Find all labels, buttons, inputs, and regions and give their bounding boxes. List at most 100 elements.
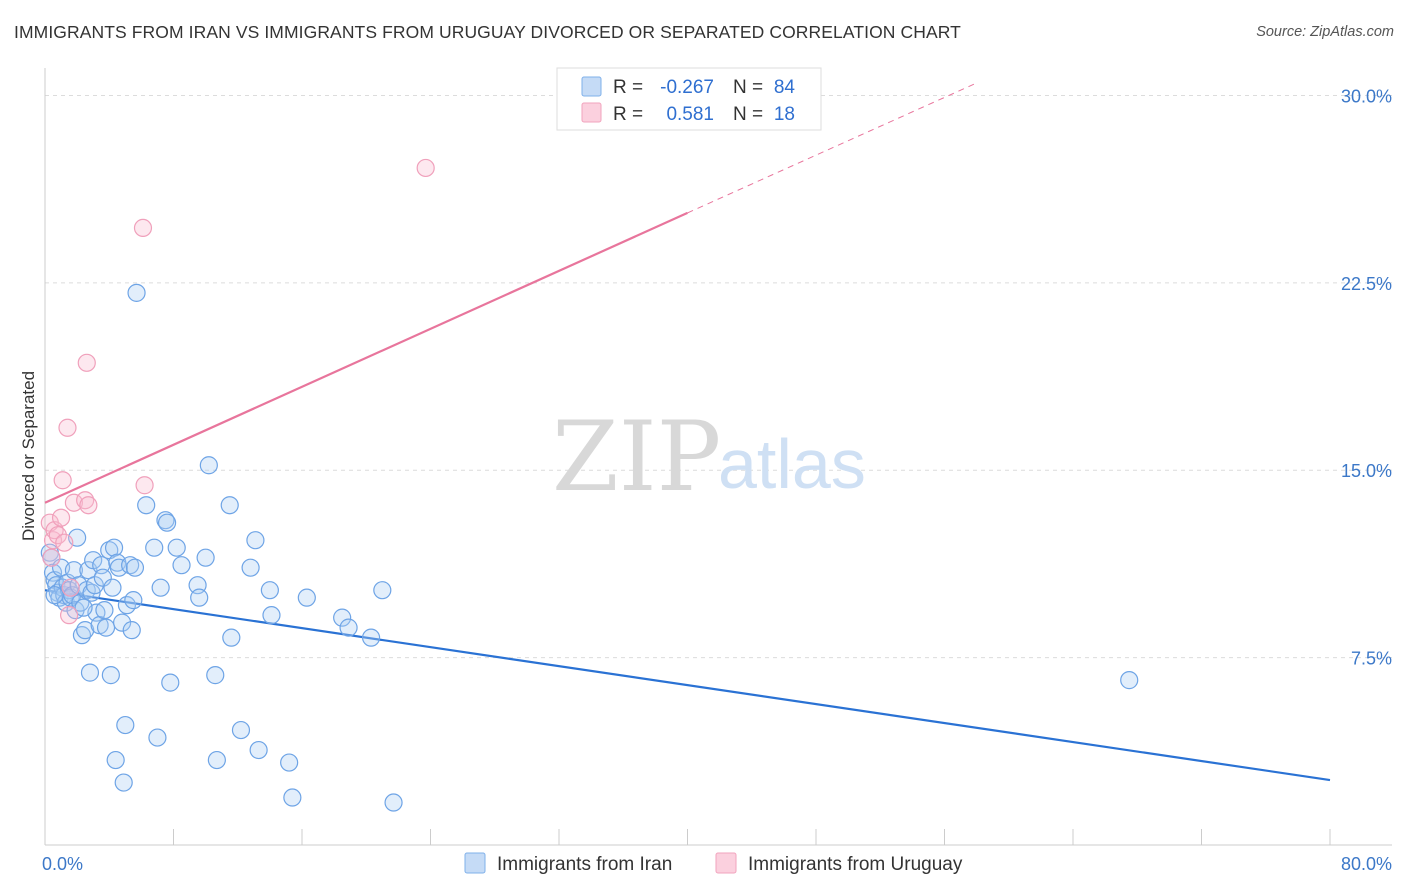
uruguay-point-8: [58, 418, 77, 437]
iran-point-49: [127, 283, 146, 302]
uruguay-point-16: [135, 476, 154, 495]
legend-n-value-iran: 84: [774, 77, 796, 98]
uruguay-point-5: [51, 508, 71, 527]
iran-point-37: [104, 538, 124, 557]
iran-point-75: [297, 588, 316, 607]
uruguay-point-14: [79, 496, 98, 515]
legend-r-label-iran: R =: [613, 77, 643, 98]
iran-point-73: [280, 753, 299, 772]
uruguay-point-7: [55, 533, 74, 552]
iran-point-36: [103, 578, 122, 597]
uruguay-point-9: [59, 606, 79, 625]
iran-point-43: [116, 715, 135, 735]
data-points: [40, 158, 1139, 812]
uruguay-point-10: [61, 578, 80, 597]
bottom-legend-swatch-iran: [464, 852, 486, 874]
iran-point-47: [124, 591, 143, 610]
iran-point-61: [196, 548, 215, 567]
y-tick-label-3: 30.0%: [1341, 86, 1392, 106]
legend-swatch-iran: [581, 76, 602, 97]
iran-point-38: [106, 750, 125, 770]
iran-point-68: [241, 558, 260, 577]
iran-point-79: [373, 581, 392, 600]
iran-point-63: [206, 666, 225, 685]
iran-point-51: [145, 538, 164, 557]
iran-point-81: [1120, 671, 1139, 690]
uruguay-point-6: [53, 471, 72, 490]
iran-point-76: [333, 608, 352, 627]
legend-n-label-iran: N =: [733, 77, 763, 98]
bottom-legend-label-uruguay: Immigrants from Uruguay: [748, 854, 963, 875]
iran-point-64: [207, 750, 226, 770]
y-tick-label-0: 7.5%: [1351, 649, 1392, 669]
uruguay-point-13: [77, 353, 96, 372]
uruguay-point-11: [64, 493, 84, 512]
watermark-atlas: atlas: [718, 425, 866, 503]
iran-point-32: [95, 601, 114, 620]
legend: R = -0.267 N = 84 R = 0.581 N = 18: [556, 67, 822, 131]
iran-point-65: [220, 496, 239, 515]
legend-r-value-iran: -0.267: [660, 77, 714, 98]
y-axis-label: Divorced or Separated: [19, 371, 38, 541]
legend-r-label-uruguay: R =: [613, 104, 643, 125]
iran-point-45: [121, 556, 140, 575]
iran-point-55: [157, 513, 177, 532]
iran-point-58: [172, 556, 191, 575]
iran-point-46: [122, 621, 141, 640]
iran-point-52: [148, 728, 167, 747]
tick-labels: 7.5% 15.0% 22.5% 30.0% 0.0% 80.0%: [42, 86, 1392, 874]
iran-point-57: [167, 538, 186, 557]
iran-point-41: [112, 613, 132, 632]
iran-point-35: [101, 666, 120, 685]
iran-trend-line: [44, 589, 1331, 782]
iran-point-67: [231, 720, 251, 740]
iran-point-20: [72, 626, 92, 645]
uruguay-point-15: [133, 218, 153, 238]
source-label: Source: ZipAtlas.com: [1256, 24, 1394, 40]
uruguay-point-1: [42, 548, 61, 567]
iran-point-21: [76, 621, 95, 640]
iran-point-70: [249, 740, 268, 760]
iran-point-48: [125, 558, 145, 577]
iran-point-31: [93, 568, 112, 587]
gridlines: [45, 94, 1392, 659]
trend-lines: [44, 82, 1331, 782]
bottom-legend-label-iran: Immigrants from Iran: [497, 854, 672, 875]
iran-point-33: [96, 618, 116, 637]
iran-point-69: [246, 531, 265, 550]
iran-point-50: [137, 496, 156, 515]
iran-point-40: [109, 558, 128, 577]
iran-point-71: [260, 581, 279, 600]
iran-point-66: [222, 628, 241, 647]
bottom-legend-swatch-uruguay: [715, 852, 737, 874]
chart-title: IMMIGRANTS FROM IRAN VS IMMIGRANTS FROM …: [14, 22, 961, 42]
iran-point-83: [74, 598, 93, 617]
bottom-legend: Immigrants from Iran Immigrants from Uru…: [464, 852, 963, 875]
x-tick-label-0: 0.0%: [42, 854, 83, 874]
iran-point-77: [339, 618, 358, 637]
y-tick-label-1: 15.0%: [1341, 461, 1392, 481]
watermark-zip: ZIP: [552, 401, 721, 513]
legend-n-label-uruguay: N =: [733, 104, 763, 125]
legend-r-value-uruguay: 0.581: [666, 104, 714, 125]
x-tick-label-1: 80.0%: [1341, 854, 1392, 874]
axes: [44, 68, 1392, 846]
iran-point-80: [384, 793, 403, 812]
iran-point-56: [161, 673, 180, 692]
uruguay-point-12: [76, 491, 95, 510]
uruguay-trend-line-extended: [687, 82, 977, 214]
iran-point-53: [151, 578, 170, 597]
uruguay-trend-line: [44, 211, 688, 504]
legend-n-value-uruguay: 18: [774, 104, 795, 125]
y-tick-label-2: 22.5%: [1341, 274, 1392, 294]
iran-point-42: [114, 773, 133, 792]
iran-point-74: [283, 788, 302, 807]
iran-point-62: [199, 456, 218, 475]
iran-point-60: [190, 588, 209, 607]
legend-swatch-uruguay: [581, 102, 602, 123]
uruguay-point-4: [48, 526, 67, 545]
iran-point-72: [262, 606, 281, 625]
uruguay-point-17: [416, 158, 435, 178]
iran-point-24: [80, 663, 100, 682]
